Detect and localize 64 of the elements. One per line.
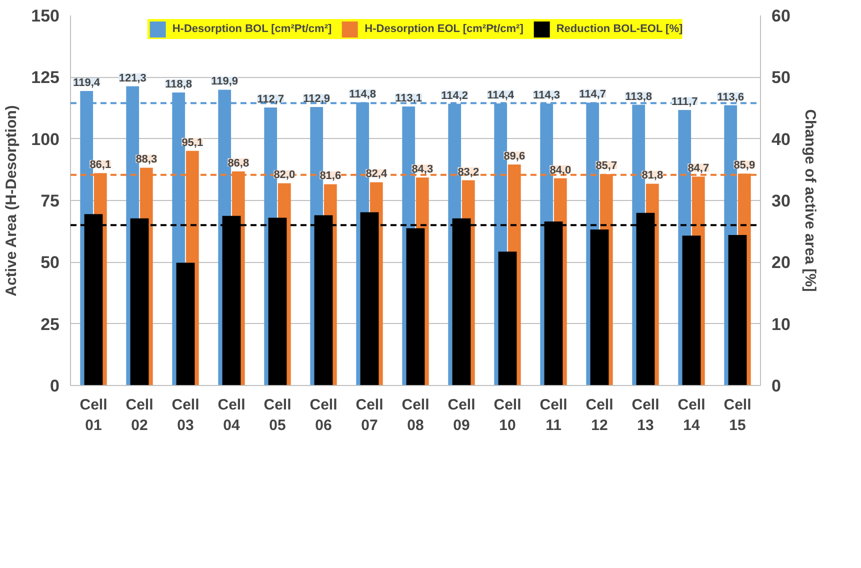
y2-tick-label: 10	[772, 314, 790, 334]
x-tick-label: Cell 15	[724, 396, 752, 434]
data-label: 114,3	[533, 90, 560, 102]
y2-tick-label: 30	[772, 192, 790, 210]
legend-label: H-Desorption EOL [cm²Pt/cm²]	[364, 23, 524, 35]
x-tick-label: Cell 06	[310, 396, 338, 434]
data-label: 86,1	[90, 159, 112, 172]
x-tick-label: Cell 10	[494, 396, 522, 434]
x-tick-label: Cell 01	[80, 396, 108, 434]
data-label: 82,4	[366, 168, 388, 180]
x-tick-label: Cell 05	[264, 396, 292, 434]
x-tick-label: Cell 14	[678, 396, 706, 434]
data-label: 86,8	[228, 157, 250, 170]
y2-axis-title: Change of active area [%]	[801, 109, 818, 292]
y-tick-label: 50	[40, 253, 60, 272]
x-tick-label: Cell 08	[402, 396, 430, 434]
data-label: 82,0	[274, 169, 296, 182]
data-label: 114,8	[349, 88, 376, 100]
y-tick-label: 0	[50, 376, 60, 396]
y2-tick-label: 40	[772, 130, 790, 149]
y2-tick-label: 20	[772, 253, 790, 272]
legend-label: Reduction BOL-EOL [%]	[556, 23, 683, 35]
data-label: 89,6	[504, 150, 526, 162]
y2-tick-label: 60	[772, 6, 790, 26]
data-label: 118,8	[165, 78, 192, 90]
legend-label: H-Desorption BOL [cm²Pt/cm²]	[172, 23, 332, 35]
y2-tick-label: 0	[772, 376, 781, 396]
data-label: 84,0	[550, 164, 572, 176]
data-label: 81,6	[320, 170, 342, 182]
y-tick-label: 25	[40, 314, 60, 334]
x-tick-label: Cell 12	[586, 396, 614, 434]
data-label: 114,7	[579, 88, 606, 101]
data-label: 113,1	[395, 92, 422, 105]
x-tick-label: Cell 09	[448, 396, 476, 434]
data-label: 84,7	[688, 162, 710, 175]
x-tick-label: Cell 04	[218, 396, 246, 434]
data-label: 83,2	[458, 166, 480, 178]
y-tick-label: 100	[31, 130, 60, 149]
data-label: 113,6	[717, 91, 744, 104]
x-tick-label: Cell 13	[632, 396, 660, 434]
y-tick-label: 75	[40, 192, 60, 210]
data-label: 95,1	[182, 136, 204, 149]
data-label: 85,7	[596, 160, 618, 172]
x-tick-label: Cell 07	[356, 396, 384, 434]
data-label: 113,8	[625, 90, 652, 103]
y-tick-label: 125	[31, 68, 60, 88]
x-tick-label: Cell 11	[540, 396, 568, 434]
data-label: 119,4	[73, 76, 101, 89]
data-label: 112,7	[257, 94, 284, 106]
data-label: 85,9	[734, 160, 756, 172]
data-label: 112,9	[303, 93, 330, 106]
y-axis-title: Active Area (H-Desorption)	[3, 105, 20, 296]
y-tick-label: 150	[31, 6, 60, 26]
data-label: 84,3	[412, 164, 434, 176]
data-label: 81,8	[642, 170, 664, 182]
data-label: 88,3	[136, 154, 158, 166]
y2-tick-label: 50	[772, 68, 790, 88]
data-label: 121,3	[118, 72, 146, 84]
data-label: 114,2	[441, 90, 468, 102]
x-tick-label: Cell 03	[172, 396, 200, 434]
data-label: 114,4	[487, 89, 515, 102]
data-label: 119,9	[211, 76, 238, 88]
data-label: 111,7	[671, 96, 698, 108]
x-tick-label: Cell 02	[126, 396, 154, 434]
